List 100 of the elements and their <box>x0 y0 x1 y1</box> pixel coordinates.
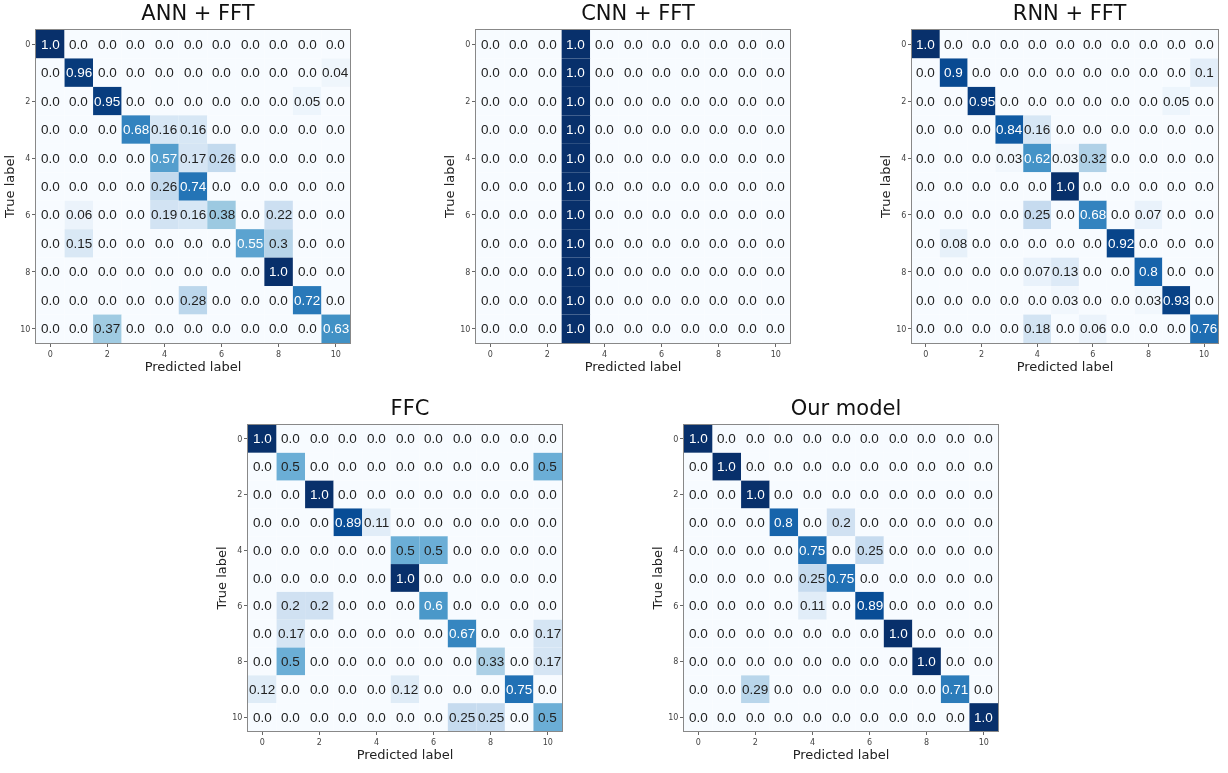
data-label: 0.0 <box>367 571 386 586</box>
data-label: 1.0 <box>566 264 585 279</box>
data-label: 0.0 <box>281 710 300 725</box>
data-label: 0.0 <box>184 65 203 80</box>
data-label: 0.0 <box>281 682 300 697</box>
data-label: 0.92 <box>1108 236 1135 251</box>
data-label: 0.0 <box>974 431 993 446</box>
data-label: 0.29 <box>742 682 769 697</box>
data-label: 0.0 <box>1083 293 1102 308</box>
data-label: 0.0 <box>1056 207 1075 222</box>
y-tick-label: 4 <box>25 153 31 163</box>
data-label: 0.5 <box>281 459 300 474</box>
data-label: 0.07 <box>1024 264 1051 279</box>
data-label: 0.0 <box>126 65 145 80</box>
data-label: 0.0 <box>860 571 879 586</box>
data-label: 0.0 <box>310 710 329 725</box>
data-label: 0.0 <box>69 122 88 137</box>
data-label: 0.0 <box>424 571 443 586</box>
y-tick-label: 0 <box>465 40 471 50</box>
data-label: 0.0 <box>1028 65 1047 80</box>
x-tick-label: 2 <box>979 349 985 359</box>
data-label: 0.0 <box>774 487 793 502</box>
data-label: 0.0 <box>860 515 879 530</box>
data-label: 0.68 <box>1080 207 1107 222</box>
data-label: 0.0 <box>774 710 793 725</box>
data-label: 0.0 <box>1167 37 1186 52</box>
data-label: 0.0 <box>1195 151 1214 166</box>
data-label: 0.0 <box>184 37 203 52</box>
data-label: 0.0 <box>509 321 528 336</box>
data-label: 0.0 <box>917 710 936 725</box>
data-label: 0.0 <box>803 654 822 669</box>
data-label: 1.0 <box>566 321 585 336</box>
data-label: 0.0 <box>298 122 317 137</box>
data-label: 0.2 <box>310 598 329 613</box>
data-label: 0.0 <box>717 515 736 530</box>
data-label: 0.0 <box>917 431 936 446</box>
x-axis-title: Predicted label <box>1016 359 1114 375</box>
data-label: 0.0 <box>717 487 736 502</box>
data-label: 0.0 <box>595 122 614 137</box>
data-label: 0.0 <box>396 710 415 725</box>
data-label: 0.0 <box>41 293 60 308</box>
data-label: 0.0 <box>126 321 145 336</box>
y-tick-label: 4 <box>901 153 907 163</box>
data-label: 0.0 <box>1028 94 1047 109</box>
data-label: 0.5 <box>538 459 557 474</box>
data-label: 0.05 <box>1163 94 1190 109</box>
data-label: 0.6 <box>424 598 443 613</box>
data-label: 0.0 <box>595 94 614 109</box>
data-label: 0.0 <box>509 264 528 279</box>
data-label: 0.0 <box>1056 65 1075 80</box>
data-label: 0.0 <box>944 207 963 222</box>
data-label: 0.0 <box>946 571 965 586</box>
x-tick-label: 4 <box>809 737 815 747</box>
data-label: 0.0 <box>1195 264 1214 279</box>
data-label: 0.0 <box>481 321 500 336</box>
x-tick-label: 4 <box>601 349 607 359</box>
data-label: 0.95 <box>969 94 996 109</box>
data-label: 0.0 <box>889 682 908 697</box>
data-label: 0.0 <box>1083 122 1102 137</box>
data-label: 0.0 <box>709 236 728 251</box>
data-label: 0.0 <box>367 431 386 446</box>
y-tick-label: 6 <box>25 210 31 220</box>
data-label: 0.0 <box>946 459 965 474</box>
data-label: 0.0 <box>538 94 557 109</box>
data-label: 0.0 <box>746 598 765 613</box>
data-label: 1.0 <box>889 626 908 641</box>
x-tick-label: 8 <box>924 737 930 747</box>
data-label: 0.0 <box>1195 293 1214 308</box>
data-label: 0.0 <box>1167 236 1186 251</box>
data-label: 0.0 <box>974 626 993 641</box>
data-label: 0.0 <box>652 151 671 166</box>
data-label: 0.0 <box>746 543 765 558</box>
data-label: 0.0 <box>974 543 993 558</box>
data-label: 0.0 <box>241 293 260 308</box>
data-label: 0.0 <box>338 543 357 558</box>
data-label: 0.0 <box>595 65 614 80</box>
data-label: 0.0 <box>681 321 700 336</box>
data-label: 0.0 <box>889 487 908 502</box>
data-label: 0.0 <box>424 487 443 502</box>
x-axis-title: Predicted label <box>144 359 242 375</box>
data-label: 0.0 <box>41 236 60 251</box>
data-label: 0.0 <box>717 431 736 446</box>
data-label: 0.0 <box>944 179 963 194</box>
data-label: 0.0 <box>738 151 757 166</box>
data-label: 0.0 <box>860 710 879 725</box>
data-label: 0.0 <box>681 37 700 52</box>
data-label: 0.0 <box>509 37 528 52</box>
data-label: 0.68 <box>123 122 150 137</box>
data-label: 0.0 <box>746 515 765 530</box>
data-label: 0.0 <box>746 459 765 474</box>
data-label: 0.0 <box>803 710 822 725</box>
data-label: 0.0 <box>155 264 174 279</box>
data-label: 0.0 <box>298 264 317 279</box>
data-label: 0.0 <box>738 122 757 137</box>
data-label: 0.0 <box>98 37 117 52</box>
data-label: 0.0 <box>298 37 317 52</box>
data-label: 0.04 <box>322 65 349 80</box>
data-label: 1.0 <box>566 65 585 80</box>
data-label: 0.0 <box>126 94 145 109</box>
data-label: 0.0 <box>803 515 822 530</box>
